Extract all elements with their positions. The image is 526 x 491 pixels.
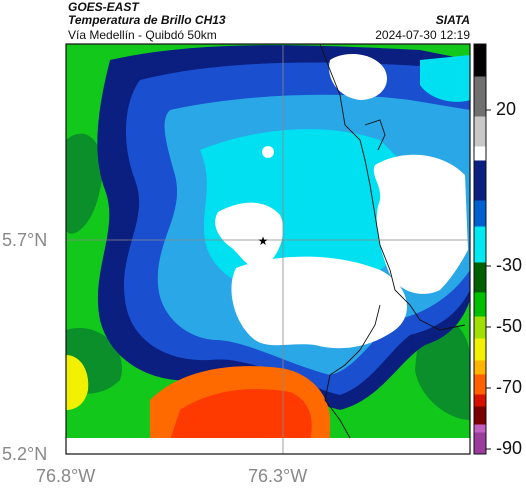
border-line-south [324, 304, 381, 439]
border-line-east [319, 44, 466, 331]
colorbar-band [474, 394, 486, 407]
colorbar-label-20: 20 [496, 99, 517, 119]
colorbar-band [474, 374, 486, 395]
colorbar-band [474, 116, 486, 147]
region-subtitle: Vía Medellín - Quibdó 50km [68, 28, 217, 42]
colorbar-band [474, 406, 486, 425]
satellite-title: GOES-EAST [68, 0, 139, 14]
colorbar-band [474, 226, 486, 263]
field-dark-green-west [66, 133, 103, 234]
colorbar-band [474, 160, 486, 201]
field-red-orange [170, 389, 312, 440]
lat-label-5-7: 5.7°N [2, 230, 48, 250]
field-yellow-west [66, 355, 89, 410]
colorbar-label-m90: -90 [496, 438, 523, 458]
colorbar-frame [473, 43, 487, 455]
cloud-white-central [231, 256, 407, 349]
lon-label-76-3: 76.3°W [248, 466, 308, 486]
colorbar-band [474, 44, 486, 77]
lat-label-5-2: 5.2°N [2, 444, 48, 464]
colorbar-band [474, 146, 486, 161]
field-cyan-ne [420, 55, 470, 102]
cloud-white-small [262, 146, 274, 158]
colorbar-band [474, 200, 486, 227]
brightness-temperature-field [66, 44, 470, 454]
colorbar [474, 44, 486, 455]
colorbar-band [474, 76, 486, 117]
colorbar-label-m30: -30 [496, 255, 523, 275]
colorbar-band [474, 360, 486, 375]
star-marker: ★ [258, 234, 269, 248]
plot-frame [65, 43, 471, 455]
colorbar-band [474, 432, 486, 455]
colorbar-band [474, 424, 486, 433]
colorbar-band [474, 338, 486, 361]
cloud-white-north [215, 202, 284, 269]
product-title: Temperatura de Brillo CH13 [68, 13, 226, 27]
timestamp-label: 2024-07-30 12:19 [375, 28, 470, 42]
border-line-north [364, 119, 386, 151]
colorbar-band [474, 292, 486, 317]
colorbar-band [474, 316, 486, 339]
colorbar-label-m70: -70 [496, 377, 523, 397]
cloud-white-east [373, 154, 468, 294]
map-bottom-blank [66, 438, 470, 454]
organization-label: SIATA [435, 13, 470, 27]
colorbar-band [474, 262, 486, 293]
colorbar-label-m50: -50 [496, 316, 523, 336]
lon-label-76-8: 76.8°W [36, 466, 96, 486]
cloud-white-northeast [329, 54, 388, 100]
